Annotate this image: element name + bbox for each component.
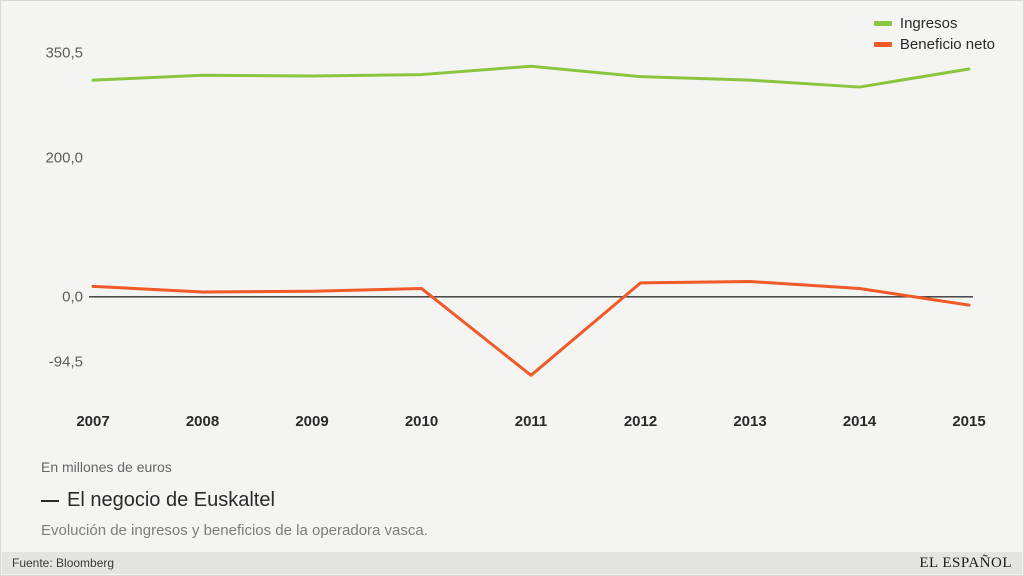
figure-container: 350,5 200,0 0,0 -94,5 2007 2008 2009 2010 2011 2… xyxy=(0,0,1024,576)
source-label: Fuente: Bloomberg xyxy=(12,556,114,570)
x-tick-label: 2009 xyxy=(295,413,328,430)
chart-area: 350,5 200,0 0,0 -94,5 2007 2008 2009 2010 2011 2… xyxy=(1,1,1024,441)
x-tick-label: 2008 xyxy=(186,413,219,430)
series-line xyxy=(93,282,969,376)
caption-block: En millones de euros El negocio de Euska… xyxy=(41,459,428,539)
legend: Ingresos Beneficio neto xyxy=(874,15,995,57)
x-tick-label: 2013 xyxy=(733,413,766,430)
x-tick-label: 2010 xyxy=(405,413,438,430)
chart-title: El negocio de Euskaltel xyxy=(67,489,275,512)
plot-region xyxy=(93,19,969,401)
legend-item: Ingresos xyxy=(874,15,995,32)
chart-subtitle: Evolución de ingresos y beneficios de la… xyxy=(41,522,428,539)
y-tick-label: 200,0 xyxy=(1,149,83,166)
x-tick-label: 2011 xyxy=(515,413,548,430)
legend-item: Beneficio neto xyxy=(874,36,995,53)
y-tick-label: 0,0 xyxy=(1,288,83,305)
units-label: En millones de euros xyxy=(41,459,428,475)
legend-swatch-icon xyxy=(874,21,892,26)
y-tick-label: 350,5 xyxy=(1,45,83,62)
title-line: El negocio de Euskaltel xyxy=(41,489,428,512)
x-tick-label: 2014 xyxy=(843,413,876,430)
series-line xyxy=(93,66,969,87)
legend-label: Ingresos xyxy=(900,15,958,32)
x-tick-label: 2007 xyxy=(76,413,109,430)
brand-label: EL ESPAÑOL xyxy=(919,555,1012,572)
footer-bar: Fuente: Bloomberg EL ESPAÑOL xyxy=(2,552,1022,574)
x-tick-label: 2012 xyxy=(624,413,657,430)
x-tick-label: 2015 xyxy=(952,413,985,430)
legend-label: Beneficio neto xyxy=(900,36,995,53)
x-axis-ticks: 200720082009201020112012201320142015 xyxy=(93,413,969,435)
y-tick-label: -94,5 xyxy=(1,354,83,371)
plot-svg xyxy=(93,19,969,401)
title-dash-icon xyxy=(41,500,59,502)
legend-swatch-icon xyxy=(874,42,892,47)
